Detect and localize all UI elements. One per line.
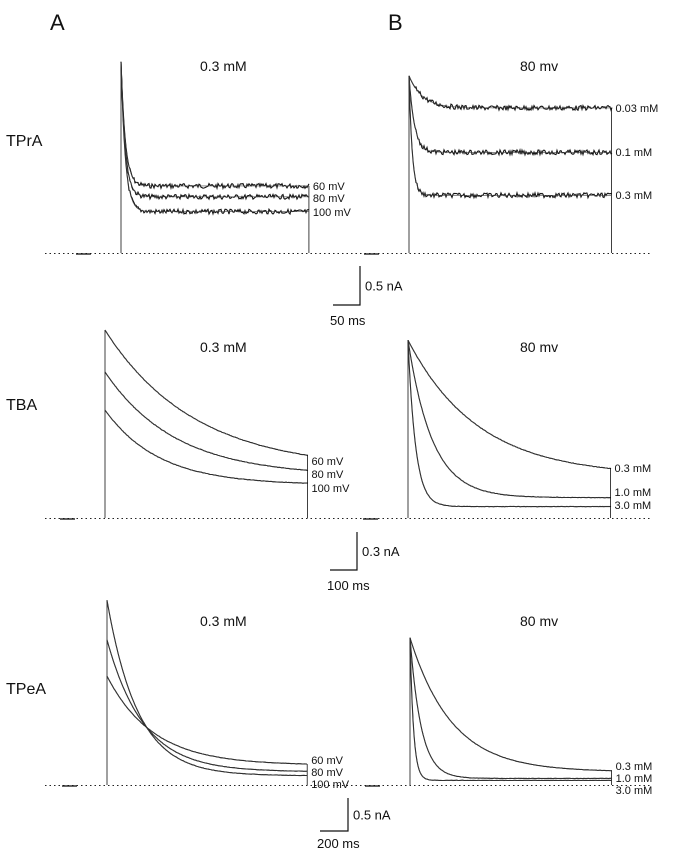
trace-3-0-mm	[409, 637, 613, 782]
trace-1-0-mm	[407, 340, 611, 499]
fit-curve	[407, 340, 611, 469]
row-label-tba: TBA	[6, 397, 37, 414]
trace-60-mv	[120, 61, 310, 191]
series-label: 100 mV	[312, 483, 351, 495]
fit-curve	[408, 75, 611, 153]
series-label: 80 mV	[313, 193, 345, 205]
series-label: 100 mV	[313, 207, 352, 219]
scale-bar-current: 0.5 nA	[353, 808, 391, 823]
trace-0-3-mm	[407, 339, 612, 470]
panel-title: 80 mv	[520, 339, 558, 355]
fit-curve	[409, 637, 612, 779]
series-label: 0.03 mM	[616, 103, 659, 115]
fit-curve	[408, 75, 611, 196]
fit-curve	[408, 75, 611, 109]
fit-curve	[407, 340, 610, 498]
fit-curve	[104, 329, 308, 456]
scale-bar	[333, 266, 361, 306]
trace-60-mv	[106, 675, 308, 765]
fit-curve	[104, 371, 308, 471]
panel-title: 80 mv	[520, 58, 558, 74]
fit-curve	[106, 675, 307, 765]
series-label: 0.1 mM	[616, 147, 653, 159]
panel-letter-b: B	[388, 10, 403, 35]
series-label: 1.0 mM	[616, 773, 653, 785]
trace-3-0-mm	[407, 340, 612, 508]
series-label: 60 mV	[311, 755, 343, 767]
series-label: 60 mV	[313, 181, 345, 193]
series-label: 80 mV	[311, 767, 343, 779]
panel-title: 0.3 mM	[200, 58, 247, 74]
trace-0-03-mm	[408, 75, 613, 112]
panel-tba-b: 80 mv 0.3 mM 1.0 mM3.0 mM	[363, 339, 652, 520]
trace-0-3-mm	[409, 637, 613, 772]
scale-bar-time: 50 ms	[330, 313, 366, 328]
trace-1-0-mm	[409, 637, 613, 780]
row-label-tpra: TPrA	[6, 133, 43, 150]
fit-curve	[120, 61, 309, 198]
series-label: 100 mV	[311, 779, 350, 791]
trace-100-mv	[120, 61, 310, 216]
scale-bar-current: 0.3 nA	[362, 544, 400, 559]
fit-curve	[106, 600, 307, 776]
scale-bar-time: 100 ms	[327, 578, 370, 593]
series-label: 1.0 mM	[615, 487, 652, 499]
series-label: 3.0 mM	[616, 785, 653, 797]
fit-curve	[409, 637, 612, 781]
trace-80-mv	[120, 61, 310, 201]
fit-curve	[407, 340, 610, 507]
series-label: 80 mV	[312, 469, 344, 481]
panel-tpea-b: 80 mv 0.3 mM1.0 mM3.0 mM	[365, 613, 652, 797]
scale-bar-time: 200 ms	[317, 836, 360, 851]
fit-curve	[106, 639, 308, 772]
series-label: 3.0 mM	[615, 500, 652, 512]
panel-title: 0.3 mM	[200, 339, 247, 355]
scale-bar-current: 0.5 nA	[365, 279, 403, 294]
scale-bar	[320, 798, 349, 832]
fit-curve	[120, 61, 309, 212]
trace-100-mv	[104, 409, 309, 484]
trace-0-3-mm	[408, 75, 613, 200]
series-label: 0.3 mM	[615, 463, 652, 475]
fit-curve	[120, 61, 309, 187]
series-label: 0.3 mM	[616, 190, 653, 202]
trace-80-mv	[104, 371, 309, 472]
scale-bar	[330, 532, 358, 571]
trace-80-mv	[106, 639, 308, 772]
panel-letter-a: A	[50, 10, 65, 35]
fit-curve	[104, 409, 308, 484]
fit-curve	[409, 637, 612, 771]
row-label-tpea: TPeA	[6, 681, 46, 698]
series-label: 60 mV	[312, 456, 344, 468]
series-label: 0.3 mM	[616, 761, 653, 773]
panel-title: 80 mv	[520, 613, 558, 629]
trace-0-1-mm	[408, 75, 613, 157]
panel-title: 0.3 mM	[200, 613, 247, 629]
panel-tpra-b: 80 mv 0.03 mM 0.1 mM 0.3 mM	[364, 58, 659, 255]
